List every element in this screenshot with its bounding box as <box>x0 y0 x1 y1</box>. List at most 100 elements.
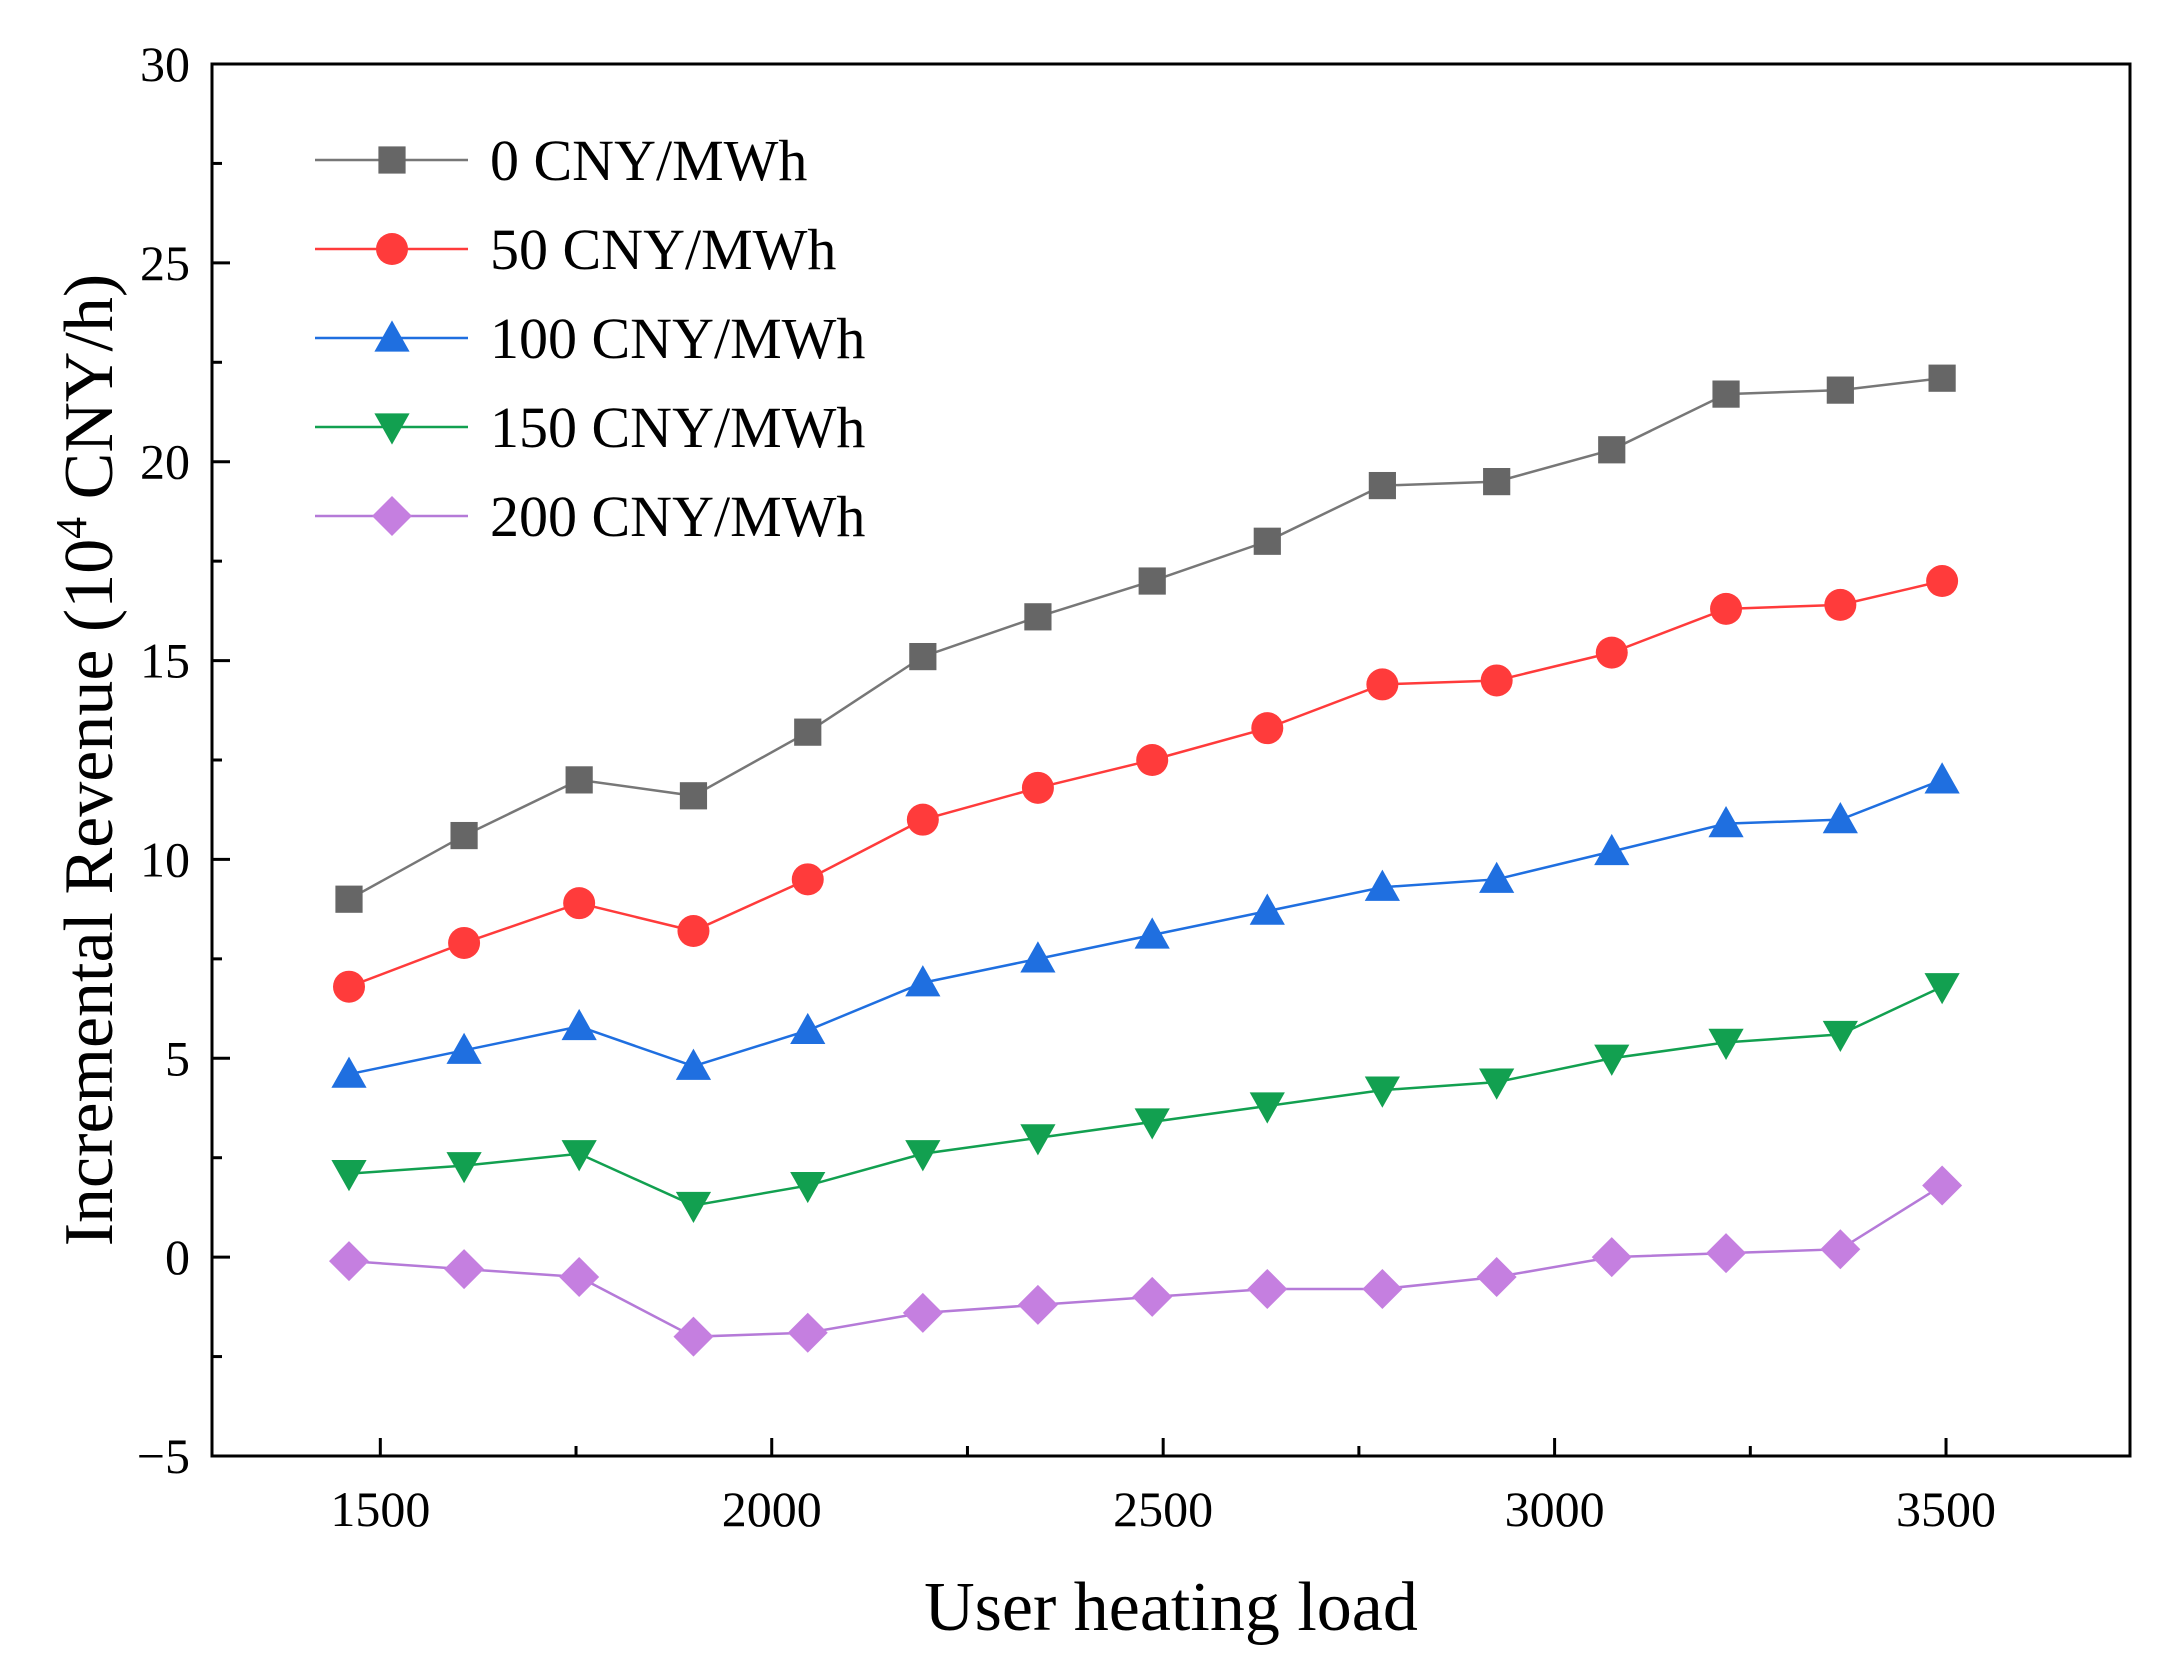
data-point <box>794 718 822 746</box>
legend-label: 200 CNY/MWh <box>490 484 865 549</box>
x-tick-label: 2000 <box>722 1481 822 1537</box>
data-point <box>1362 1268 1403 1309</box>
data-point <box>1366 668 1399 701</box>
data-point <box>1595 636 1628 669</box>
data-point <box>448 926 481 959</box>
data-point <box>1479 861 1515 893</box>
data-point <box>1253 527 1281 555</box>
data-point <box>1922 1165 1963 1206</box>
data-point <box>1483 468 1511 496</box>
legend-marker <box>374 320 410 352</box>
legend-marker <box>376 233 408 265</box>
data-point <box>561 1140 597 1172</box>
series-line <box>348 1184 1943 1338</box>
data-point <box>1824 588 1857 621</box>
x-tick-label: 3000 <box>1505 1481 1605 1537</box>
y-tick-label: 10 <box>140 831 190 887</box>
y-axis-title-superscript: 4 <box>47 517 96 539</box>
ticks-layer: 1500 2000 2500 3000 3500 −5 0 5 10 15 20 25 30 <box>137 36 1996 1537</box>
legend-entry: 150 CNY/MWh <box>315 395 865 460</box>
data-point <box>1710 592 1743 625</box>
data-point <box>1594 833 1630 866</box>
data-point <box>677 915 710 948</box>
data-point <box>446 1152 482 1184</box>
y-axis-title-tail: CNY/h) <box>51 274 128 517</box>
data-point <box>331 1160 367 1192</box>
data-point <box>675 1191 712 1224</box>
data-point <box>1479 1068 1515 1100</box>
legend-label: 100 CNY/MWh <box>490 306 865 371</box>
series-layer <box>329 364 1963 1357</box>
data-point <box>1138 567 1166 595</box>
x-tick-label: 1500 <box>330 1481 430 1537</box>
data-point <box>1928 364 1956 392</box>
data-point <box>1368 471 1396 500</box>
data-point <box>1822 802 1858 834</box>
data-point <box>1706 1233 1747 1274</box>
data-point <box>1021 771 1054 804</box>
data-point <box>906 803 939 836</box>
legend-label: 50 CNY/MWh <box>490 217 836 282</box>
data-point <box>1924 762 1960 794</box>
data-point <box>1017 1284 1058 1325</box>
data-point <box>1024 603 1052 631</box>
data-point <box>790 1171 826 1204</box>
data-point <box>1708 806 1744 838</box>
data-point <box>902 1292 943 1333</box>
data-point <box>1476 1257 1517 1298</box>
data-point <box>1708 1028 1744 1060</box>
data-point <box>1134 917 1170 949</box>
data-point <box>1712 380 1740 408</box>
data-point <box>1020 941 1056 973</box>
y-tick-label: 20 <box>140 434 190 490</box>
legend: 0 CNY/MWh 50 CNY/MWh 100 CNY/MWh 150 CNY/MW… <box>315 128 865 549</box>
data-point <box>561 1008 597 1041</box>
data-point <box>563 887 596 920</box>
x-axis-title: User heating load <box>924 1569 1418 1646</box>
legend-label: 150 CNY/MWh <box>490 395 865 460</box>
legend-marker <box>372 496 412 536</box>
data-point <box>905 1140 941 1172</box>
y-axis-title-main: Incremental Revenue (10 <box>51 539 128 1246</box>
plot-frame <box>210 62 2132 1458</box>
data-point <box>1251 712 1284 745</box>
data-point <box>1134 1108 1170 1140</box>
data-point <box>790 1012 826 1045</box>
data-point <box>1594 1044 1630 1076</box>
data-point <box>559 1257 600 1298</box>
data-point <box>675 1048 712 1080</box>
data-point <box>1020 1124 1056 1156</box>
series-3 <box>331 973 1960 1224</box>
data-point <box>1132 1276 1173 1317</box>
y-tick-label: 25 <box>140 235 190 291</box>
data-point <box>1598 436 1626 464</box>
data-point <box>791 863 824 896</box>
data-point <box>905 965 941 997</box>
data-point <box>1364 869 1400 901</box>
series-0 <box>335 364 1956 913</box>
data-point <box>909 642 937 671</box>
x-tick-label: 3500 <box>1896 1481 1996 1537</box>
legend-entry: 100 CNY/MWh <box>315 306 865 371</box>
legend-entry: 0 CNY/MWh <box>315 128 807 193</box>
data-point <box>1924 973 1960 1005</box>
data-point <box>446 1032 482 1064</box>
data-point <box>1822 1020 1858 1053</box>
data-point <box>1247 1268 1288 1309</box>
data-point <box>673 1316 714 1357</box>
data-point <box>333 970 365 1003</box>
data-point <box>1249 1092 1285 1124</box>
y-axis-title: Incremental Revenue (104 CNY/h) <box>47 274 128 1247</box>
data-point <box>329 1241 369 1282</box>
data-point <box>1820 1229 1861 1270</box>
data-point <box>679 782 708 810</box>
legend-entry: 200 CNY/MWh <box>315 484 865 549</box>
data-point <box>787 1312 828 1353</box>
data-point <box>444 1249 485 1290</box>
series-1 <box>333 565 1959 1003</box>
x-tick-label: 2500 <box>1113 1481 1213 1537</box>
data-point <box>565 766 593 794</box>
series-4 <box>329 1165 1963 1357</box>
